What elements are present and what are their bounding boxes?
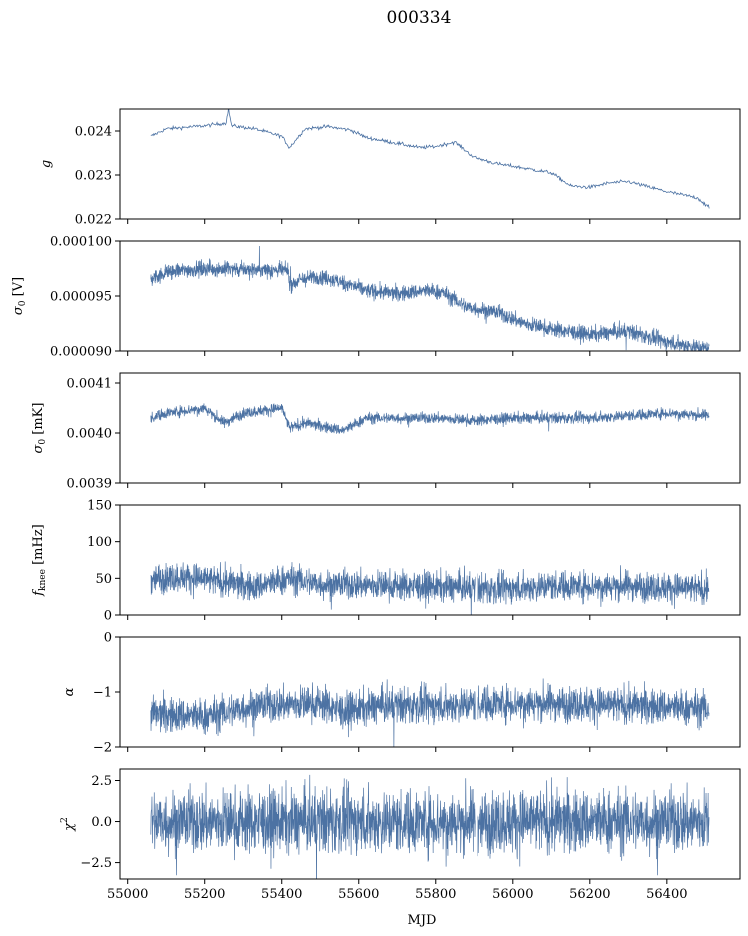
series-line-2 — [150, 245, 710, 351]
y-tick-label: −1 — [93, 686, 112, 701]
y-label-sub: knee — [38, 569, 48, 591]
y-tick-label: 0.0041 — [67, 377, 113, 392]
x-tick-label: 56400 — [646, 887, 687, 902]
y-label-unit: [mK] — [31, 403, 46, 439]
y-tick-label: 0 — [104, 609, 112, 624]
y-label-main: f — [31, 589, 46, 597]
y-label-sub: 0 — [38, 439, 48, 445]
y-tick-label: 0.024 — [75, 125, 112, 140]
axes-frame-3 — [119, 372, 741, 484]
y-tick-label: 0.000100 — [50, 235, 112, 250]
y-tick-label: −2.5 — [80, 856, 112, 871]
y-tick-label: 0.0 — [91, 815, 112, 830]
y-axis-label-2: σ0 [V] — [11, 277, 28, 315]
y-label-unit: [V] — [11, 277, 26, 301]
axes-frame-4 — [119, 504, 741, 616]
series-line-4 — [150, 561, 710, 615]
panel-5: −2 −1 0 α — [62, 631, 741, 756]
series-line-3 — [150, 403, 710, 434]
x-tick-label: 55600 — [338, 887, 379, 902]
x-tick-label: 55800 — [415, 887, 456, 902]
x-tick-label: 56000 — [492, 887, 533, 902]
series-line-1 — [150, 109, 710, 209]
series-line-6 — [150, 774, 710, 879]
y-label-main: χ — [62, 822, 77, 832]
y-axis-label-3: σ0 [mK] — [31, 403, 48, 454]
y-axis-label-1: g — [39, 160, 54, 168]
panel-1: 0.022 0.023 0.024 g — [39, 108, 741, 228]
axes-frame-6 — [119, 768, 741, 880]
y-axis-label-4: fknee [mHz] — [31, 524, 48, 597]
y-label-unit: [mHz] — [31, 524, 46, 569]
y-tick-label: −2 — [93, 741, 112, 756]
x-tick-label: 55000 — [107, 887, 148, 902]
y-axis-label-5: α — [62, 687, 77, 696]
data-gap-4 — [475, 506, 478, 614]
y-tick-label: 100 — [87, 535, 112, 550]
data-gap-5 — [475, 638, 478, 746]
panel-3: 0.0039 0.0040 0.0041 σ0 [mK] — [31, 372, 741, 492]
y-tick-label: 150 — [87, 499, 112, 514]
y-tick-label: 0.0040 — [67, 427, 113, 442]
x-tick-label: 55400 — [261, 887, 302, 902]
y-label-sub: 0 — [18, 300, 28, 306]
y-tick-label: 0.000095 — [50, 290, 112, 305]
y-tick-label: 50 — [95, 572, 112, 587]
x-axis-label: MJD — [408, 913, 437, 928]
y-label-main: σ — [11, 305, 26, 315]
y-tick-label: 0.0039 — [67, 477, 113, 492]
y-label-main: α — [62, 687, 77, 696]
panels-group: 0.0220.0230.024g0.0000900.0000950.000100… — [11, 108, 741, 902]
y-tick-label: 0.022 — [75, 213, 112, 228]
y-axis-label-6: χ2 — [60, 817, 77, 832]
y-label-sup: 2 — [60, 817, 70, 823]
y-tick-label: 0 — [104, 631, 112, 646]
series-line-5 — [150, 678, 710, 747]
panel-2: 0.000090 0.000095 0.000100 σ0 [V] — [11, 235, 741, 360]
y-tick-label: 0.000090 — [50, 345, 112, 360]
figure-title: 000334 — [387, 8, 452, 28]
data-gap-6 — [475, 770, 478, 878]
y-tick-label: 0.023 — [75, 169, 112, 184]
x-tick-label: 56200 — [569, 887, 610, 902]
panel-4: 0 50 100 150 fknee [mHz] — [31, 499, 741, 624]
axes-frame-5 — [119, 636, 741, 748]
y-label-main: g — [39, 160, 54, 168]
axes-frame-1 — [119, 108, 741, 220]
panel-6: −2.5 0.0 2.5 55000 55200 55400 55600 55800 56000… — [60, 768, 741, 902]
y-label-main: σ — [31, 443, 46, 453]
y-tick-label: 2.5 — [91, 774, 112, 789]
x-tick-label: 55200 — [184, 887, 225, 902]
